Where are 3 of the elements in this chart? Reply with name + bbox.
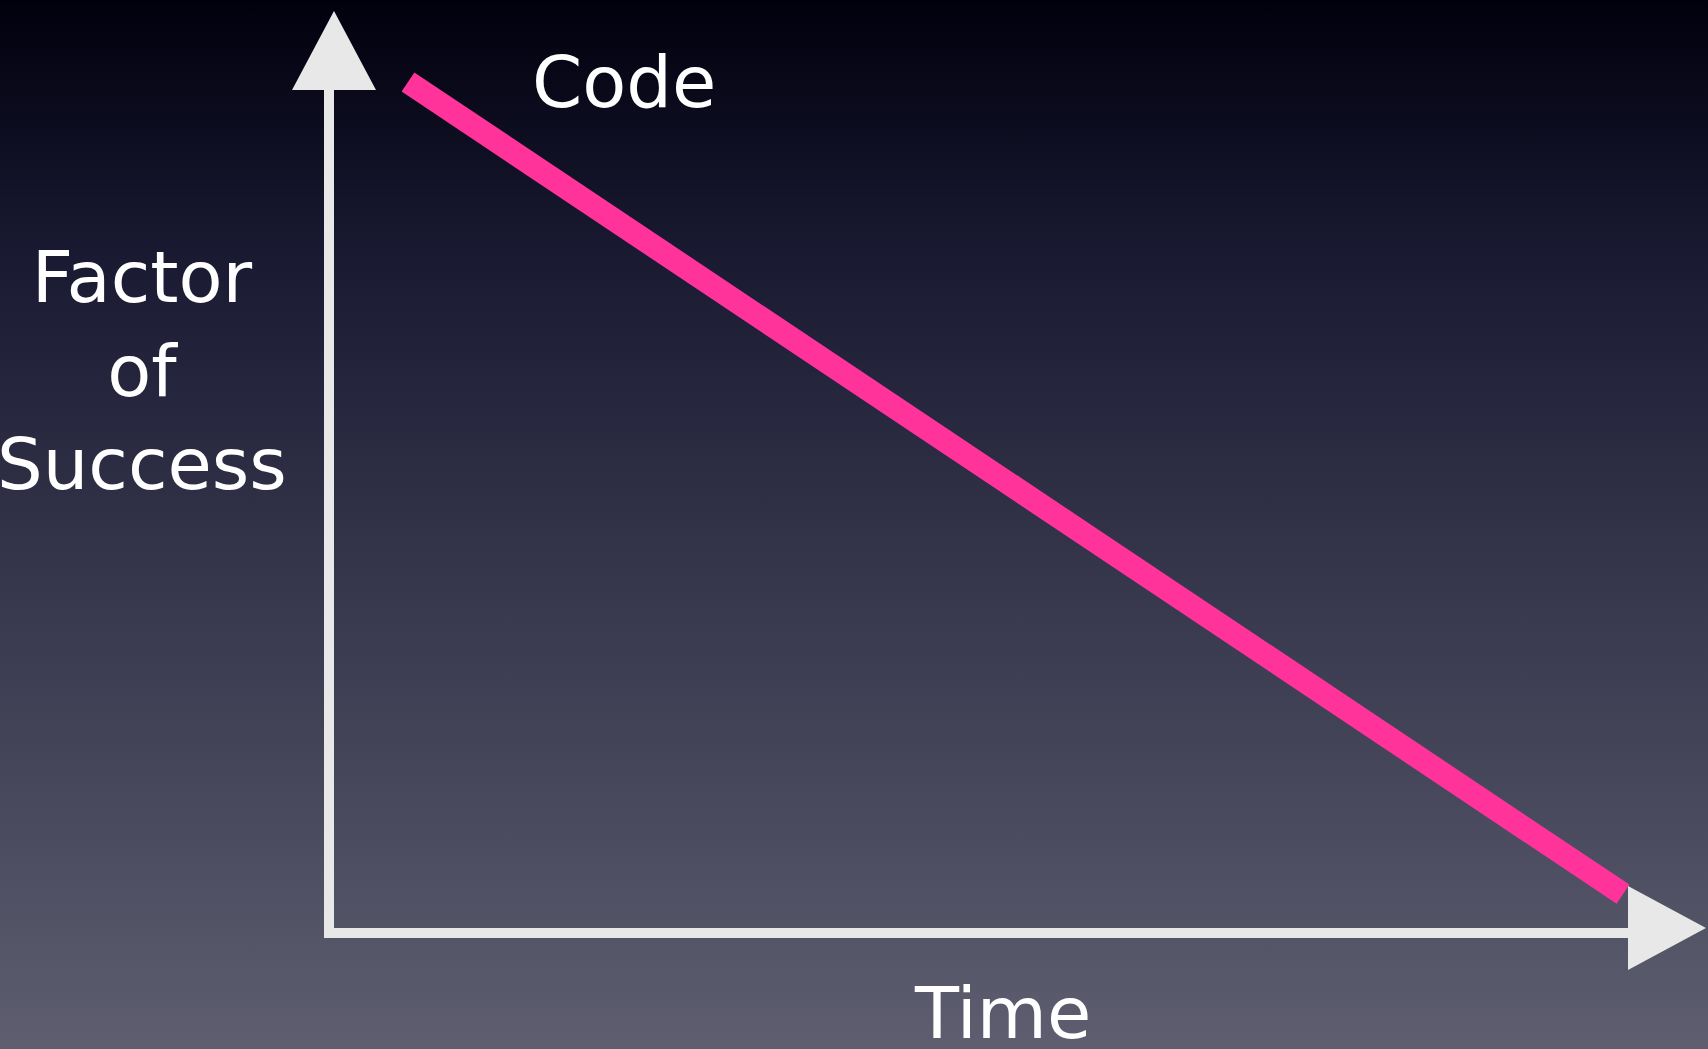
series-label: Code [532, 40, 717, 124]
y-axis-title: Factor of Success [0, 235, 287, 507]
x-axis-title: Time [914, 971, 1092, 1049]
